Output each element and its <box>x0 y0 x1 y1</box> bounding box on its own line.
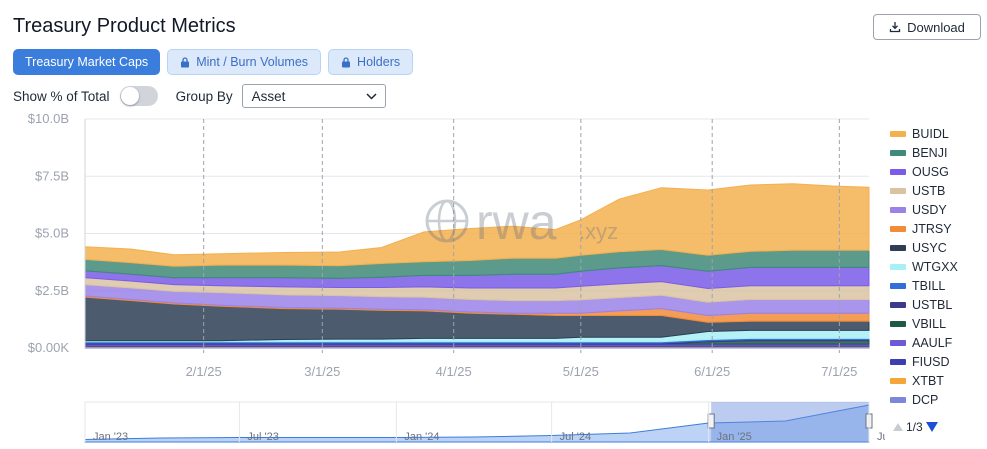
legend-item-dcp[interactable]: DCP <box>890 390 980 409</box>
legend-swatch <box>890 339 906 346</box>
lock-icon <box>181 56 190 67</box>
download-icon <box>889 22 901 33</box>
series-area-buidl[interactable] <box>84 183 870 267</box>
page-title: Treasury Product Metrics <box>13 15 236 37</box>
legend-swatch <box>890 168 906 175</box>
legend-label: OUSG <box>912 164 949 179</box>
legend-swatch <box>890 320 906 327</box>
navigator-tick-label: Jul '24 <box>560 431 591 443</box>
globe-icon <box>425 199 469 243</box>
legend-label: DCP <box>912 392 939 407</box>
y-tick-label: $5.0B <box>35 226 69 241</box>
tab-label: Mint / Burn Volumes <box>196 55 309 69</box>
navigator-area <box>84 404 870 443</box>
legend-swatch <box>890 396 906 403</box>
legend-item-ustb[interactable]: USTB <box>890 181 980 200</box>
legend-item-vbill[interactable]: VBILL <box>890 314 980 333</box>
group-by-label: Group By <box>175 88 233 104</box>
legend-item-benji[interactable]: BENJI <box>890 143 980 162</box>
legend-swatch <box>890 358 906 365</box>
legend-item-usyc[interactable]: USYC <box>890 238 980 257</box>
navigator-tick-label: Jan '25 <box>717 431 752 443</box>
legend-item-fiusd[interactable]: FIUSD <box>890 352 980 371</box>
legend-label: USYC <box>912 240 947 255</box>
tab-mint-burn-volumes[interactable]: Mint / Burn Volumes <box>167 49 322 75</box>
legend-item-buidl[interactable]: BUIDL <box>890 124 980 143</box>
legend-swatch <box>890 225 906 232</box>
show-percent-toggle[interactable] <box>119 86 158 106</box>
market-cap-chart[interactable]: $10.0B $7.5B $5.0B $2.5B $0.00K 2/1/25 3/1/25 4… <box>0 110 885 449</box>
download-label: Download <box>907 19 965 35</box>
legend-swatch <box>890 244 906 251</box>
metric-tabs: Treasury Market Caps Mint / Burn Volumes… <box>13 49 414 75</box>
legend-label: VBILL <box>912 316 947 331</box>
legend-label: TBILL <box>912 278 946 293</box>
navigator-tick-label: Jul '25 <box>877 431 885 443</box>
download-button[interactable]: Download <box>873 14 981 40</box>
globe-outline <box>425 199 469 243</box>
range-navigator[interactable]: Jan '23 Jul '23 Jan '24 Jul '24 Jan '25 Jul '… <box>84 401 885 443</box>
watermark-text: rwa <box>476 194 557 250</box>
tab-treasury-market-caps[interactable]: Treasury Market Caps <box>13 49 161 75</box>
navigator-selection[interactable] <box>711 402 869 442</box>
legend-label: XTBT <box>912 373 944 388</box>
legend-label: WTGXX <box>912 259 958 274</box>
legend-item-ustbl[interactable]: USTBL <box>890 295 980 314</box>
legend-pager: 1/3 <box>893 420 938 434</box>
chart-legend: BUIDL BENJI OUSG USTB USDY JTRSY USYC WTGXX TBIL… <box>890 124 980 409</box>
legend-swatch <box>890 377 906 384</box>
legend-item-ousg[interactable]: OUSG <box>890 162 980 181</box>
x-tick-label: 5/1/25 <box>563 364 599 379</box>
legend-page-label: 1/3 <box>906 420 923 434</box>
legend-swatch <box>890 301 906 308</box>
navigator-tick-label: Jan '23 <box>93 431 128 443</box>
legend-swatch <box>890 187 906 194</box>
legend-label: USTB <box>912 183 946 198</box>
lock-icon <box>342 56 351 67</box>
legend-swatch <box>890 282 906 289</box>
tab-label: Holders <box>357 55 401 69</box>
y-tick-label: $7.5B <box>35 168 69 183</box>
chart-controls: Show % of Total Group By Asset <box>13 84 386 108</box>
group-by-select[interactable]: Asset <box>241 84 386 108</box>
x-tick-label: 4/1/25 <box>436 364 472 379</box>
legend-item-jtrsy[interactable]: JTRSY <box>890 219 980 238</box>
legend-label: FIUSD <box>912 354 950 369</box>
legend-item-usdy[interactable]: USDY <box>890 200 980 219</box>
navigator-tick-label: Jan '24 <box>404 431 439 443</box>
legend-swatch <box>890 149 906 156</box>
watermark-suffix: .xyz <box>579 219 618 244</box>
legend-swatch <box>890 206 906 213</box>
legend-swatch <box>890 263 906 270</box>
legend-item-xtbt[interactable]: XTBT <box>890 371 980 390</box>
legend-item-aaulf[interactable]: AAULF <box>890 333 980 352</box>
y-tick-label: $10.0B <box>28 111 69 126</box>
legend-swatch <box>890 130 906 137</box>
legend-label: BENJI <box>912 145 948 160</box>
pager-down-icon[interactable] <box>925 422 938 432</box>
legend-label: USTBL <box>912 297 953 312</box>
legend-item-wtgxx[interactable]: WTGXX <box>890 257 980 276</box>
pager-up-icon[interactable] <box>893 423 903 431</box>
legend-item-tbill[interactable]: TBILL <box>890 276 980 295</box>
x-tick-label: 3/1/25 <box>304 364 340 379</box>
x-tick-label: 2/1/25 <box>186 364 222 379</box>
tab-label: Treasury Market Caps <box>25 55 149 69</box>
x-tick-label: 7/1/25 <box>821 364 857 379</box>
legend-label: AAULF <box>912 335 953 350</box>
legend-label: BUIDL <box>912 126 949 141</box>
y-tick-label: $0.00K <box>28 340 70 355</box>
show-percent-label: Show % of Total <box>13 88 110 104</box>
chevron-down-icon <box>366 92 377 100</box>
toggle-knob <box>120 87 139 105</box>
tab-holders[interactable]: Holders <box>328 49 414 75</box>
legend-label: JTRSY <box>912 221 952 236</box>
rwa-watermark: rwa .xyz <box>425 194 618 250</box>
x-tick-label: 6/1/25 <box>694 364 730 379</box>
legend-label: USDY <box>912 202 947 217</box>
group-by-value: Asset <box>251 88 286 104</box>
globe-meridian <box>437 199 457 243</box>
y-tick-label: $2.5B <box>35 283 69 298</box>
navigator-tick-label: Jul '23 <box>247 431 278 443</box>
